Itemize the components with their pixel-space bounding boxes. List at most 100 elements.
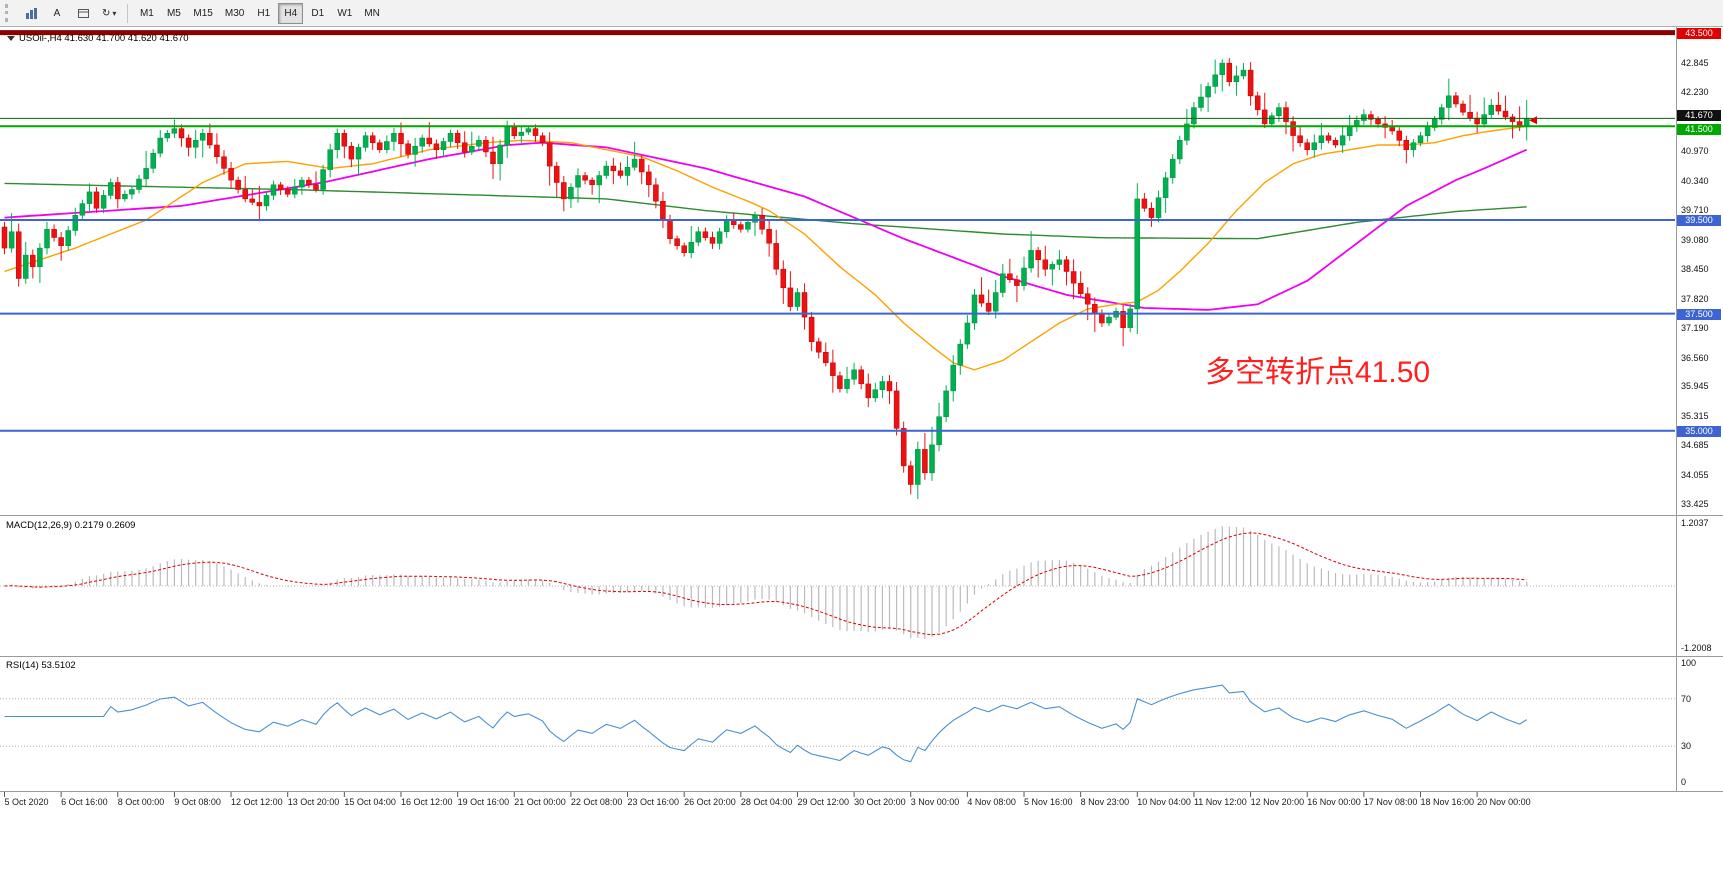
- candle-body: [412, 145, 418, 155]
- time-axis-label: 3 Nov 00:00: [910, 797, 960, 807]
- candle-body: [270, 184, 277, 196]
- candle-body: [964, 322, 971, 345]
- price-level-label[interactable]: 41.670: [1677, 110, 1721, 122]
- candle-body: [667, 219, 673, 239]
- candle-body: [44, 229, 50, 249]
- price-level-label[interactable]: 41.500: [1677, 124, 1721, 136]
- candle-body: [1495, 104, 1502, 112]
- tab-timeframe-m15[interactable]: M15: [188, 3, 217, 24]
- candle-body: [348, 145, 355, 160]
- charts-bar-icon-button[interactable]: [19, 3, 43, 24]
- price-level-label[interactable]: 43.500: [1677, 27, 1721, 39]
- ma-fast-line: [4, 125, 1527, 371]
- time-axis-label: 5 Oct 2020: [4, 797, 49, 807]
- chart-canvas[interactable]: [0, 27, 1723, 896]
- tab-timeframe-w1[interactable]: W1: [332, 3, 357, 24]
- candle-body: [992, 292, 999, 312]
- candle-body: [971, 294, 978, 324]
- time-axis-label: 11 Nov 12:00: [1193, 797, 1247, 807]
- candle-body: [1318, 135, 1325, 143]
- price-tick-label: 40.340: [1681, 175, 1709, 186]
- candle-body: [1106, 316, 1112, 324]
- cycle-tool-button[interactable]: ↻ ▾: [97, 3, 121, 24]
- candle-body: [723, 219, 730, 232]
- price-tick-label: 39.080: [1681, 234, 1709, 245]
- candle-body: [185, 137, 192, 148]
- candle-body: [1141, 198, 1148, 209]
- price-tick-label: 34.055: [1681, 469, 1709, 480]
- tab-timeframe-h4[interactable]: H4: [278, 2, 304, 24]
- tab-timeframe-m5[interactable]: M5: [161, 3, 186, 24]
- candle-body: [1396, 130, 1403, 141]
- chart-area[interactable]: USOil-,H4 41.630 41.700 41.620 41.670 MA…: [0, 27, 1723, 896]
- candle-body: [1446, 95, 1452, 108]
- candle-body: [915, 449, 921, 485]
- price-tick-label: 35.945: [1681, 381, 1709, 392]
- candle-body: [922, 449, 928, 474]
- time-axis-label: 23 Oct 16:00: [627, 797, 680, 807]
- candle-body: [65, 230, 71, 246]
- candle-body: [823, 352, 829, 364]
- tab-timeframe-m1[interactable]: M1: [134, 3, 159, 24]
- tab-timeframe-mn[interactable]: MN: [359, 3, 385, 24]
- rsi-label: RSI(14) 53.5102: [6, 660, 76, 671]
- candle-body: [362, 135, 369, 148]
- cursor-tool-button[interactable]: A: [45, 3, 69, 24]
- candle-body: [865, 383, 872, 399]
- candle-body: [1240, 69, 1247, 77]
- price-level-label[interactable]: 39.500: [1677, 214, 1721, 226]
- rsi-line: [4, 684, 1527, 763]
- time-axis-label: 17 Nov 08:00: [1363, 797, 1418, 807]
- candle-body: [476, 140, 482, 147]
- price-level-label[interactable]: 35.000: [1677, 425, 1721, 437]
- tab-timeframe-m30[interactable]: M30: [220, 3, 249, 24]
- rsi-scale-label: 70: [1681, 693, 1692, 704]
- candle-body: [631, 158, 638, 168]
- candle-body: [815, 341, 822, 353]
- candle-body: [1460, 103, 1466, 113]
- ma-slow-line: [4, 182, 1527, 240]
- candle-body: [653, 184, 659, 202]
- candle-body: [568, 186, 574, 200]
- candle-body: [228, 168, 234, 181]
- time-axis-label: 26 Oct 20:00: [684, 797, 736, 807]
- candle-body: [1523, 118, 1530, 127]
- candle-body: [497, 144, 503, 164]
- time-axis-label: 16 Nov 00:00: [1307, 797, 1361, 807]
- candle-body: [1424, 127, 1431, 136]
- candle-body: [801, 292, 808, 318]
- candle-body: [100, 195, 107, 209]
- candle-body: [355, 147, 362, 160]
- candle-body: [320, 169, 326, 190]
- candle-body: [8, 231, 15, 249]
- candle-body: [1438, 107, 1445, 120]
- chart-frame-icon-button[interactable]: [71, 3, 95, 24]
- candle-body: [1014, 279, 1020, 286]
- chart-annotation[interactable]: 多空转折点41.50: [1205, 356, 1431, 389]
- candle-body: [214, 144, 220, 157]
- price-tick-label: 42.845: [1681, 58, 1709, 69]
- candle-body: [242, 189, 248, 200]
- toolbar-gripper[interactable]: [5, 4, 13, 22]
- rsi-scale-label: 30: [1681, 741, 1692, 752]
- time-axis-label: 19 Oct 16:00: [457, 797, 510, 807]
- time-axis[interactable]: 5 Oct 2020 6 Oct 16:00 8 Oct 00:00 9 Oct 08…: [0, 797, 1723, 819]
- price-axis[interactable]: 42.845 42.230 40.970 40.340 39.710 39.080 38.4…: [1677, 27, 1723, 792]
- candle-body: [1431, 119, 1438, 128]
- candle-body: [1233, 75, 1240, 83]
- candle-body: [681, 245, 687, 253]
- tab-timeframe-d1[interactable]: D1: [305, 3, 330, 24]
- tab-timeframe-h1[interactable]: H1: [251, 3, 276, 24]
- candle-body: [426, 137, 433, 145]
- candle-body: [327, 149, 333, 170]
- candle-body: [369, 135, 376, 143]
- price-level-label[interactable]: 37.500: [1677, 308, 1721, 320]
- candle-body: [830, 362, 836, 376]
- time-axis-label: 20 Nov 00:00: [1477, 797, 1531, 807]
- candle-body: [72, 215, 79, 231]
- chart-symbol-label: USOil-,H4 41.630 41.700 41.620 41.670: [7, 33, 189, 44]
- candle-body: [1346, 126, 1353, 136]
- candle-body: [292, 186, 298, 195]
- candle-body: [235, 179, 241, 190]
- candle-body: [872, 389, 879, 399]
